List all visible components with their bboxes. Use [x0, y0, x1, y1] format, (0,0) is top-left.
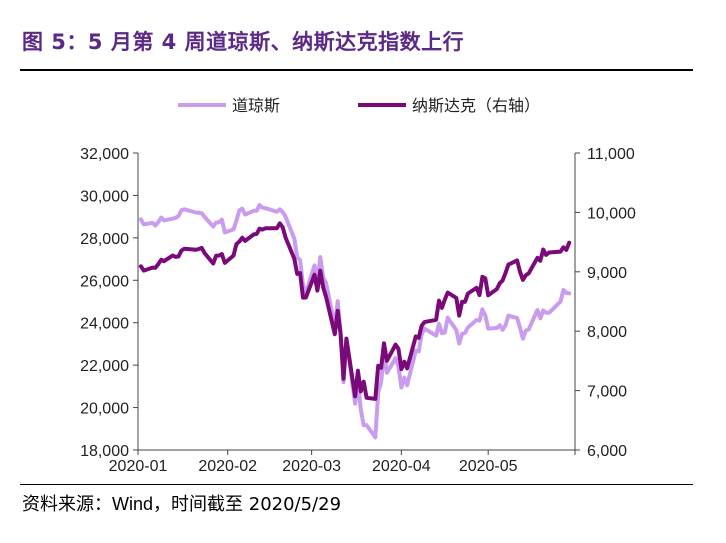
top-rule [20, 69, 693, 71]
source-suffix: ，时间截至 2020/5/29 [153, 494, 342, 515]
axes: 18,000 20,000 22,000 24,000 26,000 28,000 30,0… [80, 146, 636, 475]
bottom-rule [20, 484, 693, 485]
x-tick-label: 2020-05 [459, 458, 518, 475]
x-tick-label: 2020-04 [372, 458, 431, 475]
left-tick-label: 32,000 [80, 146, 129, 163]
series-line-1 [138, 203, 572, 440]
x-tick-label: 2020-02 [198, 458, 257, 475]
source-label: 资料来源： [22, 494, 112, 515]
right-tick-label: 10,000 [587, 205, 636, 222]
right-tick-label: 9,000 [587, 265, 627, 282]
legend: 道琼斯 纳斯达克（右轴） [178, 96, 540, 115]
source-note: 资料来源：Wind，时间截至 2020/5/29 [22, 490, 341, 516]
x-tick-label: 2020-01 [109, 458, 168, 475]
legend-label-2: 纳斯达克（右轴） [412, 96, 540, 115]
left-tick-label: 24,000 [80, 316, 129, 333]
right-tick-label: 11,000 [587, 146, 635, 163]
left-tick-label: 28,000 [80, 231, 129, 248]
source-name: Wind [112, 494, 154, 514]
left-tick-label: 30,000 [80, 188, 129, 205]
x-tick-label: 2020-03 [282, 458, 341, 475]
legend-label-1: 道琼斯 [232, 96, 280, 115]
left-tick-label: 20,000 [80, 401, 129, 418]
right-tick-label: 7,000 [587, 384, 627, 401]
series-line-2 [138, 221, 572, 401]
figure-title: 图 5：5 月第 4 周道琼斯、纳斯达克指数上行 [22, 30, 465, 54]
left-tick-label: 22,000 [80, 358, 129, 375]
right-tick-label: 6,000 [587, 443, 627, 460]
left-tick-label: 18,000 [80, 443, 129, 460]
left-tick-label: 26,000 [80, 273, 129, 290]
right-tick-label: 8,000 [587, 324, 627, 341]
series-lines [138, 203, 572, 440]
